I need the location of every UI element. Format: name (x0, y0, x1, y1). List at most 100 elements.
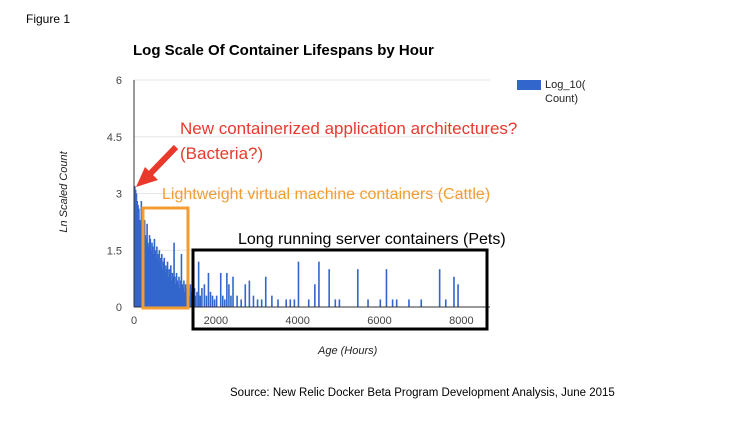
bar (179, 280, 182, 307)
bar (338, 299, 341, 307)
bar (167, 276, 170, 307)
bar (162, 261, 165, 307)
bar (181, 284, 184, 307)
bar (165, 265, 167, 307)
bar (146, 223, 148, 307)
bar (182, 288, 184, 307)
bacteria-arrow-shaft (145, 144, 179, 179)
bar (379, 299, 382, 307)
bar (189, 284, 192, 307)
bar (134, 185, 136, 307)
bar (165, 269, 168, 307)
bar (264, 276, 267, 307)
bar (147, 246, 150, 307)
bar (148, 235, 151, 307)
bar (444, 299, 447, 307)
bar (357, 269, 359, 307)
bar (232, 276, 234, 307)
bar (457, 284, 459, 307)
bar (228, 284, 230, 307)
bar (150, 250, 152, 307)
bar (172, 276, 175, 307)
bar (170, 265, 172, 307)
bar-layer (134, 185, 459, 307)
source-note: Source: New Relic Docker Beta Program De… (230, 387, 615, 399)
bar (154, 250, 157, 307)
bar (240, 299, 242, 307)
bar (256, 299, 259, 307)
bar (248, 280, 251, 307)
legend-label: Log_10( Count) (545, 79, 586, 105)
bar (143, 219, 146, 307)
bar (215, 295, 218, 307)
legend-swatch (517, 80, 541, 90)
bar (170, 280, 173, 307)
bar (285, 299, 288, 307)
bar (174, 284, 177, 307)
bar (158, 250, 161, 307)
bar (138, 219, 141, 307)
pets-annotation: Long running server containers (Pets) (238, 231, 506, 248)
figure-label: Figure 1 (26, 12, 71, 26)
chart-title: Log Scale Of Container Lifespans by Hour (133, 42, 434, 59)
bar (184, 284, 187, 307)
y-tick-label: 0 (116, 302, 122, 314)
bar (161, 254, 163, 307)
bar (314, 284, 316, 307)
bar (174, 276, 176, 307)
bar (203, 284, 206, 307)
bar (175, 272, 178, 307)
x-tick-label: 0 (131, 315, 137, 327)
x-tick-label: 6000 (367, 315, 391, 327)
bacteria-annotation-line1: New containerized application architectu… (180, 119, 517, 138)
bar (318, 261, 320, 307)
bar (135, 193, 138, 307)
bar (161, 269, 164, 307)
bar (168, 269, 170, 307)
bar (179, 288, 181, 307)
bar (147, 242, 149, 307)
axis-layer: 0 1.5 3 4.5 6 0 2000 4000 6000 8000 (107, 75, 490, 327)
bar (334, 299, 337, 307)
bar (190, 291, 193, 307)
y-tick-label: 3 (116, 189, 122, 201)
y-tick-label: 4.5 (107, 132, 122, 144)
bar (180, 254, 183, 307)
pets-highlight-box (191, 248, 489, 331)
bar (211, 295, 214, 307)
legend: Log_10( Count) (517, 78, 587, 106)
bar (183, 280, 185, 307)
bar (277, 299, 279, 307)
bar (177, 284, 179, 307)
bar (173, 242, 175, 307)
bar (453, 276, 455, 307)
bar (226, 272, 228, 307)
x-tick-label: 4000 (285, 315, 309, 327)
bar (171, 272, 174, 307)
bar (152, 254, 155, 307)
bar (420, 299, 423, 307)
bar (159, 257, 161, 307)
bar (145, 238, 148, 307)
bar (134, 189, 137, 307)
bar (151, 242, 153, 307)
bar (391, 299, 394, 307)
bar (260, 299, 263, 307)
bar (166, 261, 169, 307)
bar (140, 201, 143, 307)
bacteria-annotation-line2: (Bacteria?) (180, 144, 263, 163)
bar (160, 265, 162, 307)
bar (252, 295, 255, 307)
annotation-layer: New containerized application architectu… (136, 119, 517, 331)
bar (153, 238, 156, 307)
bar (221, 295, 224, 307)
bar (199, 295, 202, 307)
bar (207, 272, 210, 307)
bar (293, 299, 296, 307)
cattle-highlight-box (141, 206, 190, 310)
bar (139, 223, 142, 307)
x-tick-label: 2000 (204, 315, 228, 327)
bar (328, 269, 330, 307)
bar (297, 261, 300, 307)
